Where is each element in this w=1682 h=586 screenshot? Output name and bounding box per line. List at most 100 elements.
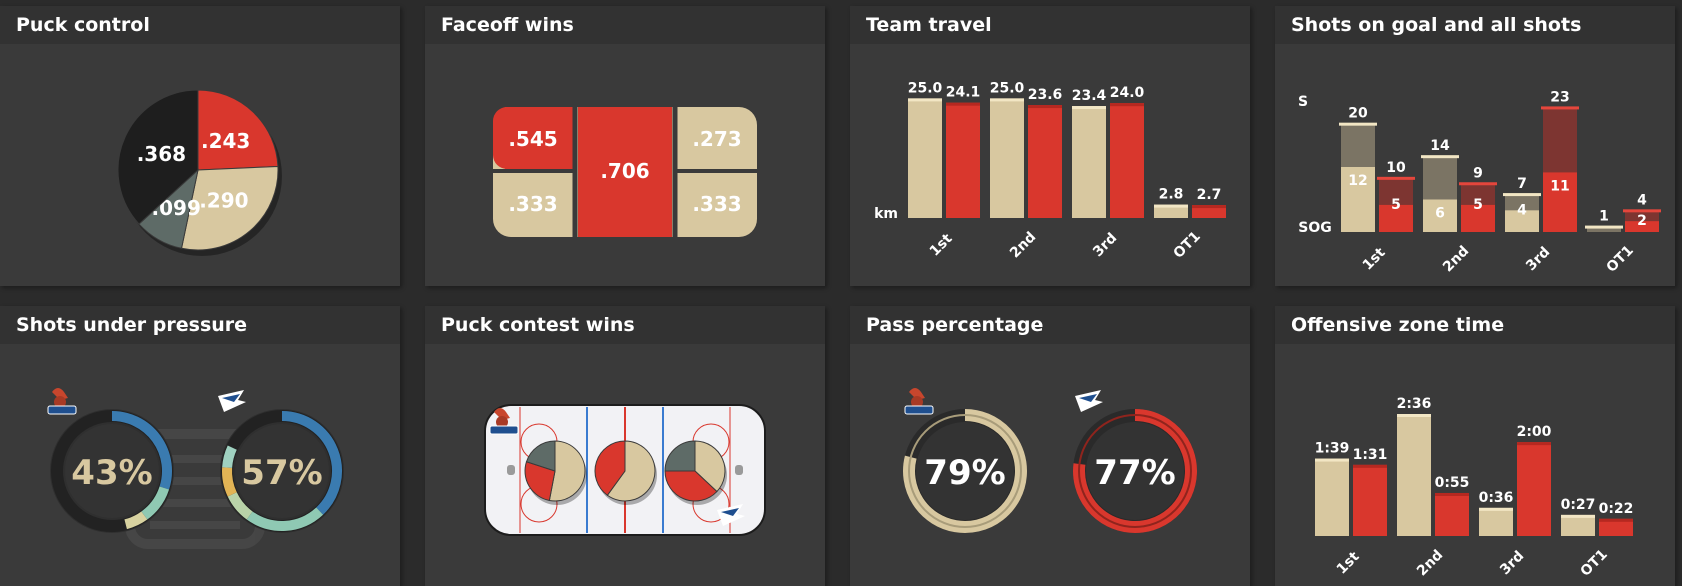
tick-label: 1st (1360, 245, 1389, 274)
gauge-center (916, 422, 1014, 520)
sog-label: 12 (1348, 173, 1367, 189)
bar-cap (1315, 458, 1349, 462)
shots-under-pressure-chart: 43% 57% (47, 388, 344, 549)
bar-label: 0:55 (1435, 475, 1470, 491)
zone-pie-slice (694, 440, 726, 493)
unit-label: km (874, 206, 898, 222)
bar-cap (1192, 205, 1226, 209)
tick-label: 3rd (1523, 244, 1553, 274)
bar (1397, 414, 1431, 536)
sog-bar (1379, 204, 1413, 232)
rooster-comb (494, 408, 510, 420)
logo-banner (47, 405, 77, 415)
tick-label: OT1 (1170, 228, 1203, 261)
sog-label: 5 (1391, 197, 1401, 213)
rooster-head (496, 416, 508, 428)
shots-label: 14 (1430, 138, 1450, 154)
gauge-value: 57% (241, 453, 322, 493)
shots-label: 7 (1517, 176, 1527, 192)
ring-segment (124, 511, 148, 530)
bar-label: 0:27 (1561, 497, 1596, 513)
offensive-zone-time-chart: 1:39 1:31 1st 2:36 0:55 2nd 0:36 2:00 3rd 0:27 0:2… (1315, 396, 1634, 580)
shots-cap (1339, 122, 1377, 126)
axis-label-sog: SOG (1298, 220, 1331, 236)
sog-bar (1423, 199, 1457, 232)
shots-cap (1459, 182, 1497, 186)
bar (1479, 507, 1513, 536)
bar (990, 98, 1024, 218)
faceoff-value: .273 (692, 127, 741, 151)
panel-title: Shots on goal and all shots (1275, 6, 1675, 44)
bar (1192, 205, 1226, 218)
faceoff-value: .706 (600, 159, 649, 183)
bar (1353, 464, 1387, 536)
pie-slice (180, 165, 279, 251)
sog-bar (1505, 210, 1539, 232)
panel-title: Team travel (850, 6, 1250, 44)
bar-cap (990, 98, 1024, 102)
bar (1154, 204, 1188, 218)
puck-control-panel: Puck control .243.290.099.368 (0, 6, 400, 286)
gauge-value: 79% (924, 453, 1005, 493)
away-team-logo (218, 390, 246, 412)
zone-pie-slice (606, 440, 656, 502)
gauge-center (1086, 422, 1184, 520)
bar-label: 2.8 (1159, 187, 1184, 203)
tick-label: 2nd (1414, 547, 1446, 579)
sog-label: 2 (1637, 213, 1647, 229)
bar (946, 102, 980, 218)
bar-cap (1561, 514, 1595, 518)
bar (1110, 103, 1144, 218)
bar-cap (1154, 204, 1188, 208)
ring-segment (141, 486, 170, 520)
ring-segment (246, 507, 324, 531)
bar (1028, 105, 1062, 218)
tick-label: 1st (927, 231, 956, 260)
faceoff-value: .545 (508, 127, 557, 151)
bar (1561, 514, 1595, 536)
bar-label: 2.7 (1197, 187, 1222, 203)
bar-label: 24.1 (946, 85, 981, 101)
faceoff-wins-panel: Faceoff wins .545 .333 .706 .273 .333 (425, 6, 825, 286)
gauge-inner-line (908, 414, 1022, 528)
bar-cap (908, 98, 942, 102)
ring-segment (111, 411, 172, 490)
bar-label: 0:36 (1479, 490, 1514, 506)
shots-label: 23 (1550, 89, 1569, 105)
bar-label: 1:31 (1353, 447, 1388, 463)
away-team-logo (1075, 390, 1103, 412)
sog-bar (1543, 172, 1577, 232)
bar-label: 2:00 (1517, 424, 1552, 440)
puck-contest-chart (484, 404, 766, 536)
ring-segment (222, 445, 237, 469)
panel-title: Pass percentage (850, 306, 1250, 344)
shots-panel: Shots on goal and all shots 12 20 5 10 1st 6 1… (1275, 6, 1675, 286)
gauge-center (235, 424, 329, 518)
puck-contest-panel: Puck contest wins (425, 306, 825, 586)
bar-cap (1435, 492, 1469, 496)
faceoff-cell-fill (505, 107, 573, 169)
puck-control-chart: .243.290.099.368 (117, 89, 282, 256)
gauge-center (65, 424, 159, 518)
tick-label: 2nd (1440, 243, 1472, 275)
sog-label: 11 (1550, 178, 1569, 194)
tick-label: 1st (1334, 549, 1363, 578)
zone-pie-slice (524, 461, 556, 502)
ring-segment (281, 411, 342, 515)
panel-title: Puck contest wins (425, 306, 825, 344)
tick-label: 3rd (1497, 548, 1527, 578)
shots-label: 20 (1348, 106, 1368, 122)
home-team-logo (47, 388, 77, 415)
shots-cap (1623, 209, 1661, 213)
rooster-head (54, 396, 66, 408)
shots-bar (1587, 226, 1621, 232)
bar-label: 1:39 (1315, 441, 1350, 457)
shots-under-pressure-panel: Shots under pressure 43% 57% (0, 306, 400, 586)
slice-label: .368 (137, 142, 186, 166)
sog-bar (1625, 221, 1659, 232)
zone-pie-slice (664, 470, 718, 502)
rooster-head (911, 396, 923, 408)
axis-label-s: S (1298, 94, 1308, 110)
